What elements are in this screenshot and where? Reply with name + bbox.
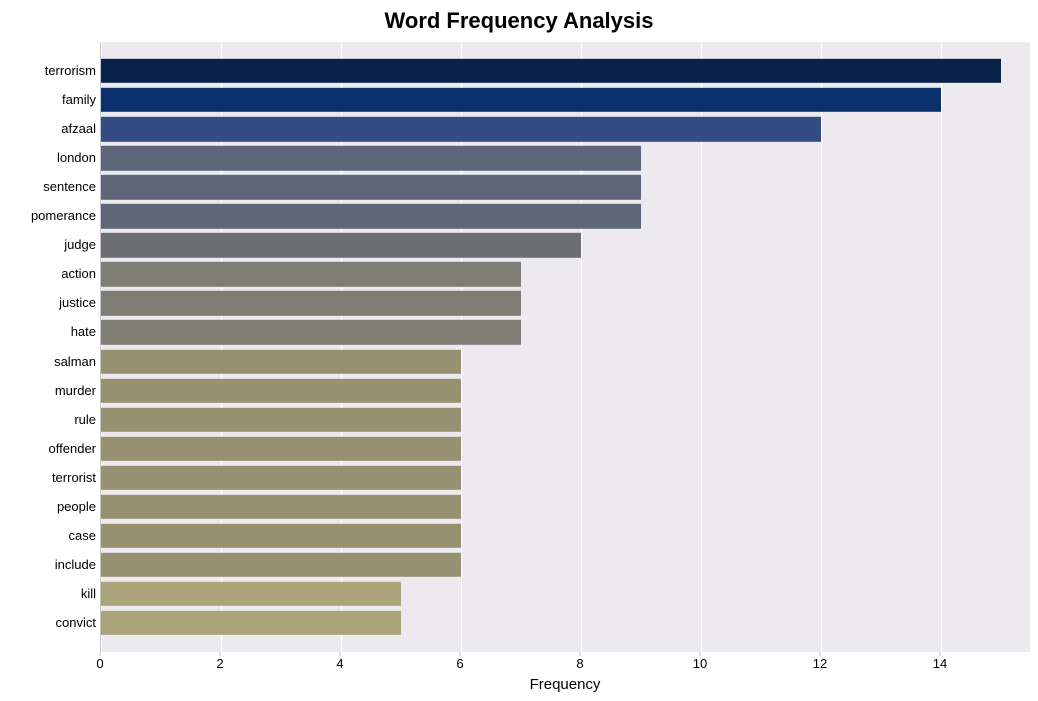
bar (101, 378, 461, 402)
bar-slot (101, 318, 1030, 347)
y-tick-label: terrorist (52, 470, 96, 485)
bar-slot (101, 231, 1030, 260)
y-tick-label: judge (64, 237, 96, 252)
y-tick-label: action (61, 266, 96, 281)
x-tick-label: 10 (693, 656, 707, 671)
y-tick-label: justice (59, 295, 96, 310)
bar (101, 524, 461, 548)
bar-slot (101, 115, 1030, 144)
y-tick-label: offender (49, 441, 96, 456)
bar (101, 466, 461, 490)
bar (101, 436, 461, 460)
bar-slot (101, 492, 1030, 521)
y-tick-label: kill (81, 586, 96, 601)
bar (101, 611, 401, 635)
bar (101, 495, 461, 519)
bar-slot (101, 521, 1030, 550)
chart-container: Word Frequency Analysis Frequency 0 2 4 6 8 1… (0, 0, 1038, 701)
bar (101, 407, 461, 431)
bar (101, 291, 521, 315)
x-tick-label: 0 (96, 656, 103, 671)
bar (101, 175, 641, 199)
bar-slot (101, 608, 1030, 637)
y-tick-label: sentence (43, 179, 96, 194)
x-tick-label: 12 (813, 656, 827, 671)
bar (101, 59, 1001, 83)
y-tick-label: convict (56, 615, 96, 630)
bar-slot (101, 347, 1030, 376)
x-tick-label: 2 (216, 656, 223, 671)
bar (101, 117, 821, 141)
bar (101, 233, 581, 257)
x-tick-label: 4 (336, 656, 343, 671)
bar-slot (101, 463, 1030, 492)
y-tick-label: rule (74, 412, 96, 427)
y-tick-label: case (69, 528, 96, 543)
bar (101, 349, 461, 373)
bar-slot (101, 434, 1030, 463)
x-tick-label: 8 (576, 656, 583, 671)
y-tick-label: salman (54, 354, 96, 369)
bar (101, 582, 401, 606)
y-tick-label: afzaal (61, 121, 96, 136)
x-tick-label: 6 (456, 656, 463, 671)
bar (101, 204, 641, 228)
bar (101, 146, 641, 170)
bar-slot (101, 144, 1030, 173)
bar-slot (101, 260, 1030, 289)
y-tick-label: pomerance (31, 208, 96, 223)
y-tick-label: people (57, 499, 96, 514)
y-tick-label: terrorism (45, 63, 96, 78)
y-tick-label: hate (71, 324, 96, 339)
bar-slot (101, 173, 1030, 202)
bar (101, 88, 941, 112)
bar (101, 320, 521, 344)
bar-slot (101, 550, 1030, 579)
bar-slot (101, 57, 1030, 86)
bar-slot (101, 202, 1030, 231)
bar-slot (101, 289, 1030, 318)
bar (101, 262, 521, 286)
chart-title: Word Frequency Analysis (0, 8, 1038, 34)
bar-slot (101, 376, 1030, 405)
bar-slot (101, 405, 1030, 434)
y-tick-label: murder (55, 383, 96, 398)
y-tick-label: family (62, 92, 96, 107)
x-axis-label: Frequency (100, 676, 1030, 693)
y-tick-label: include (55, 557, 96, 572)
x-tick-label: 14 (933, 656, 947, 671)
y-tick-label: london (57, 150, 96, 165)
plot-area (100, 42, 1030, 652)
bar (101, 553, 461, 577)
bar-slot (101, 579, 1030, 608)
bar-slot (101, 86, 1030, 115)
